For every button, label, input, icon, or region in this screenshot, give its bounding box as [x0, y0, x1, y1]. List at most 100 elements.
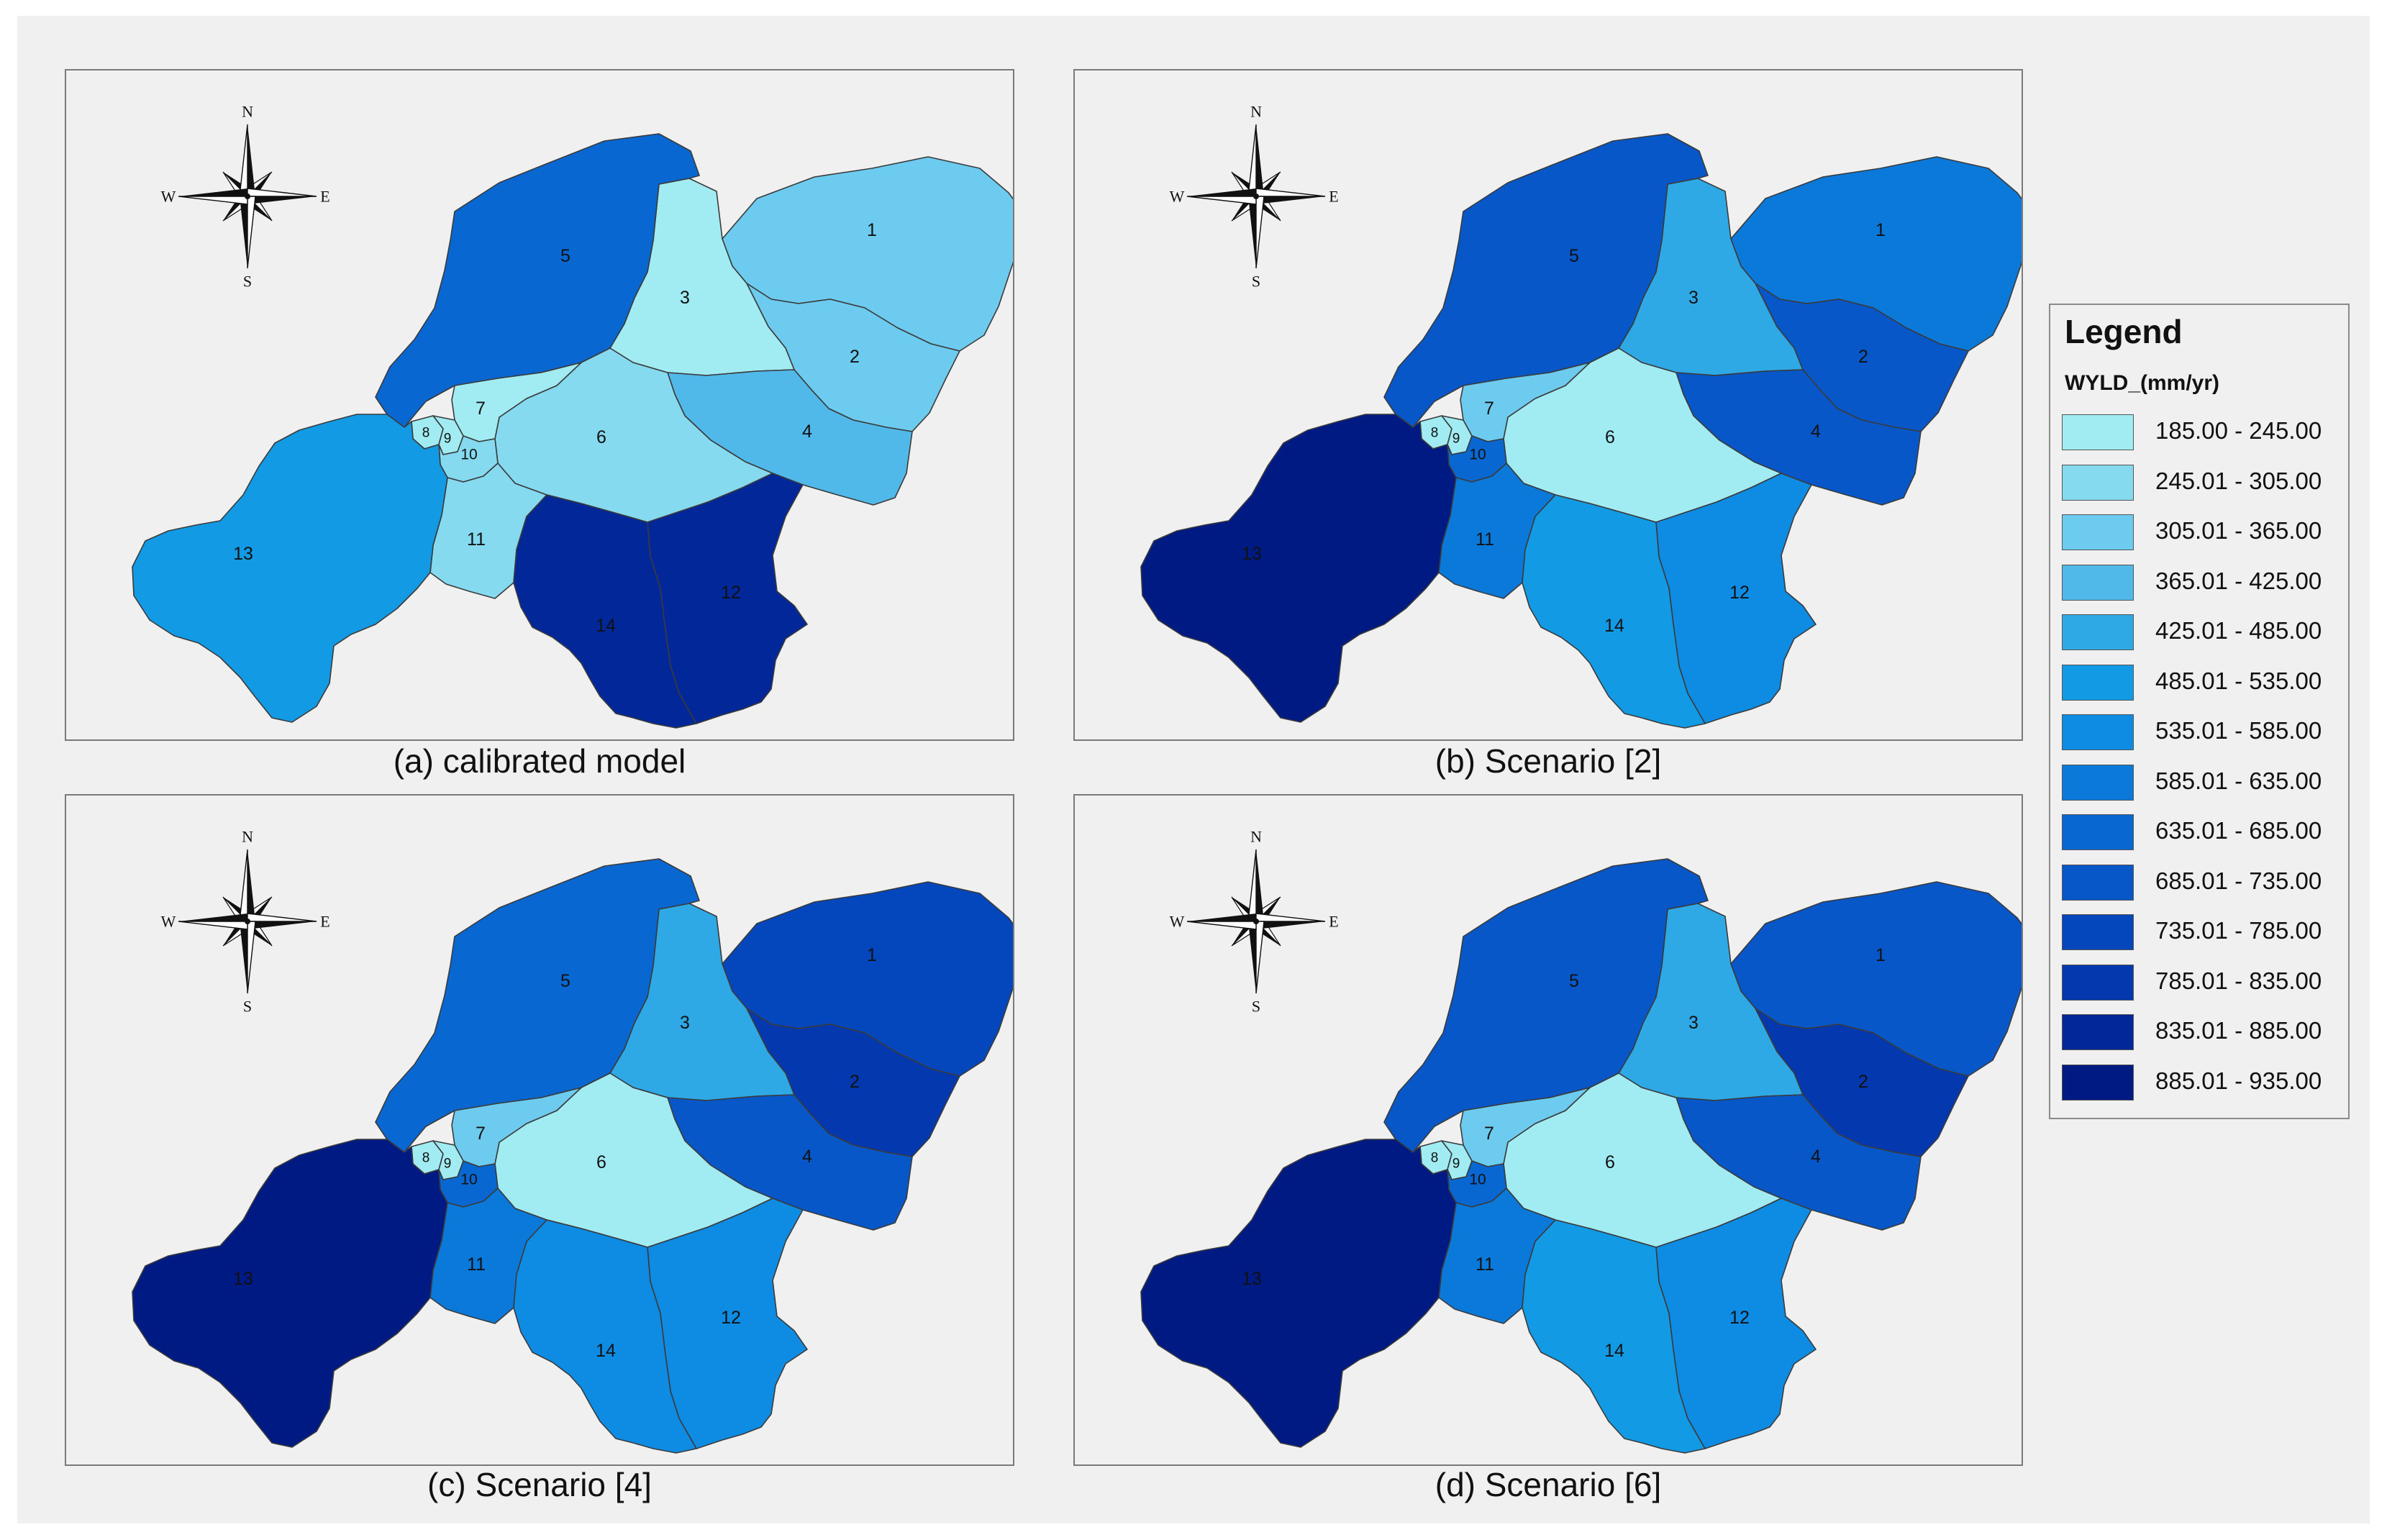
legend-label: 585.01 - 635.00	[2155, 767, 2322, 794]
subbasin-label-13: 13	[1242, 544, 1262, 564]
legend-title: Legend	[2065, 313, 2183, 350]
subbasin-14	[513, 494, 697, 729]
subbasin-label-13: 13	[233, 1269, 253, 1289]
legend-swatch	[2062, 814, 2134, 850]
subbasin-label-12: 12	[721, 583, 741, 603]
subbasin-label-12: 12	[1729, 583, 1750, 603]
subbasin-label-6: 6	[596, 427, 606, 447]
subbasin-14	[1522, 1219, 1706, 1454]
legend-label: 245.01 - 305.00	[2155, 467, 2322, 494]
subbasin-label-6: 6	[1605, 1152, 1615, 1172]
subbasin-label-6: 6	[1605, 427, 1615, 447]
compass-letter-n: N	[242, 828, 253, 846]
subbasin-label-14: 14	[596, 1341, 616, 1361]
north-arrow-icon: N S E W	[1170, 103, 1339, 291]
subbasin-label-10: 10	[1469, 447, 1486, 463]
figure: N S E W 1 2 3 4 5 6 7 8 9 10 11 12 13 14 (a) calibrated m…	[17, 16, 2370, 1523]
subbasin-label-2: 2	[850, 1072, 860, 1092]
subbasin-13	[1140, 414, 1457, 723]
subbasin-shapes	[1140, 133, 2022, 729]
legend-item: 535.01 - 585.00	[2062, 710, 2342, 753]
map-panel-b: N S E W 1 2 3 4 5 6 7 8 9 10 11 12 13 14	[1073, 69, 2023, 741]
subbasin-label-1: 1	[867, 945, 877, 965]
compass-letter-e: E	[320, 188, 329, 206]
subbasin-label-14: 14	[1604, 616, 1624, 636]
map-legend: Legend WYLD_(mm/yr) 185.00 - 245.00 245.0…	[2049, 304, 2350, 1119]
legend-swatch	[2062, 714, 2134, 750]
subbasin-label-3: 3	[680, 288, 690, 308]
compass-letter-w: W	[161, 188, 176, 206]
legend-item: 425.01 - 485.00	[2062, 610, 2342, 653]
legend-item: 305.01 - 365.00	[2062, 510, 2342, 553]
subbasin-label-9: 9	[444, 1157, 452, 1172]
subbasin-label-4: 4	[1811, 422, 1821, 442]
subbasin-label-1: 1	[1876, 220, 1886, 240]
map-panel-c: N S E W 1 2 3 4 5 6 7 8 9 10 11 12 13 14	[65, 794, 1014, 1466]
subbasin-label-4: 4	[1811, 1147, 1821, 1167]
compass-letter-w: W	[1170, 913, 1185, 931]
subbasin-label-3: 3	[680, 1013, 690, 1033]
legend-item: 785.01 - 835.00	[2062, 960, 2342, 1003]
legend-swatch	[2062, 414, 2134, 450]
compass-letter-s: S	[1252, 273, 1260, 291]
compass-letter-n: N	[242, 103, 253, 121]
subbasin-13	[132, 414, 448, 723]
subbasin-label-8: 8	[1431, 426, 1439, 441]
subbasin-label-7: 7	[1484, 1124, 1494, 1144]
legend-item: 185.00 - 245.00	[2062, 410, 2342, 453]
compass-letter-s: S	[1252, 998, 1260, 1016]
panel-caption-d: (d) Scenario [6]	[1435, 1466, 1662, 1503]
legend-swatch	[2062, 614, 2134, 650]
panel-caption-c: (c) Scenario [4]	[427, 1466, 652, 1503]
subbasin-label-8: 8	[1431, 1151, 1439, 1166]
panel-caption-b: (b) Scenario [2]	[1435, 742, 1662, 780]
legend-item: 685.01 - 735.00	[2062, 860, 2342, 903]
legend-label: 365.01 - 425.00	[2155, 567, 2322, 594]
map-panel-d: N S E W 1 2 3 4 5 6 7 8 9 10 11 12 13 14	[1073, 794, 2023, 1466]
legend-label: 885.01 - 935.00	[2155, 1067, 2322, 1094]
legend-item: 735.01 - 785.00	[2062, 910, 2342, 953]
subbasin-14	[1522, 494, 1706, 729]
compass-letter-w: W	[1170, 188, 1185, 206]
map-panel-a: N S E W 1 2 3 4 5 6 7 8 9 10 11 12 13 14	[65, 69, 1014, 741]
subbasin-label-9: 9	[1452, 432, 1460, 447]
legend-swatch	[2062, 914, 2134, 950]
subbasin-label-8: 8	[422, 1151, 430, 1166]
subbasin-label-10: 10	[1469, 1172, 1486, 1188]
legend-swatch	[2062, 1014, 2134, 1050]
compass-letter-n: N	[1250, 828, 1262, 846]
subbasin-label-14: 14	[596, 616, 616, 636]
panel-caption-a: (a) calibrated model	[393, 742, 686, 780]
subbasin-label-5: 5	[1569, 246, 1579, 266]
legend-swatch	[2062, 964, 2134, 1001]
subbasin-label-13: 13	[233, 544, 253, 564]
subbasin-label-14: 14	[1604, 1341, 1624, 1361]
subbasin-label-7: 7	[1484, 398, 1494, 419]
subbasin-label-3: 3	[1688, 1013, 1699, 1033]
legend-swatch	[2062, 464, 2134, 501]
compass-letter-n: N	[1250, 103, 1262, 121]
subbasin-label-7: 7	[476, 1124, 486, 1144]
subbasin-13	[1140, 1139, 1457, 1448]
subbasin-label-7: 7	[476, 398, 486, 419]
legend-label: 305.01 - 365.00	[2155, 517, 2322, 544]
legend-swatch	[2062, 564, 2134, 601]
subbasin-shapes	[132, 858, 1013, 1454]
subbasin-label-2: 2	[1858, 1072, 1868, 1092]
subbasin-label-11: 11	[467, 1254, 486, 1275]
legend-swatch	[2062, 764, 2134, 801]
subbasin-label-13: 13	[1242, 1269, 1262, 1289]
legend-swatch	[2062, 1064, 2134, 1101]
legend-swatch	[2062, 514, 2134, 550]
subbasin-label-3: 3	[1688, 288, 1699, 308]
legend-item: 835.01 - 885.00	[2062, 1010, 2342, 1053]
legend-label: 835.01 - 885.00	[2155, 1017, 2322, 1044]
subbasin-label-1: 1	[1876, 945, 1886, 965]
subbasin-label-5: 5	[560, 971, 570, 991]
subbasin-label-8: 8	[422, 426, 430, 441]
legend-label: 735.01 - 785.00	[2155, 917, 2322, 944]
